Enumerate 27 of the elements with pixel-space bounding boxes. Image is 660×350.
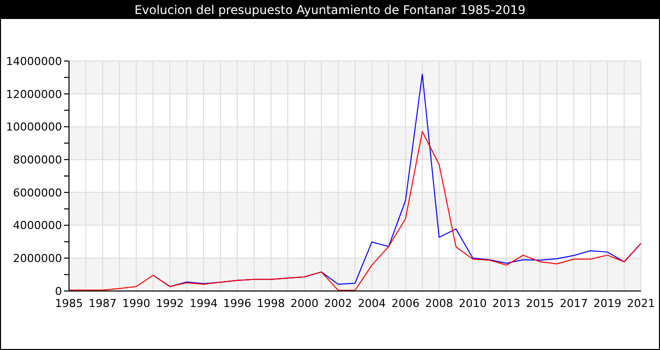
y-tick-label: 0 bbox=[55, 284, 62, 298]
chart-title: Evolucion del presupuesto Ayuntamiento de Fontanar 1985-2019 bbox=[1, 1, 659, 19]
x-tick-label: 1987 bbox=[88, 296, 117, 310]
x-tick-label: 2017 bbox=[560, 296, 588, 310]
x-tick-label: 2010 bbox=[458, 296, 487, 310]
y-tick-label: 10000000 bbox=[6, 120, 62, 134]
x-tick-label: 2013 bbox=[492, 296, 520, 310]
y-tick-label: 12000000 bbox=[6, 88, 62, 101]
x-tick-label: 1992 bbox=[156, 296, 184, 310]
x-tick-label: 2006 bbox=[391, 296, 420, 310]
x-tick-label: 1990 bbox=[122, 296, 150, 310]
x-tick-label: 2021 bbox=[627, 296, 655, 310]
y-tick-label: 6000000 bbox=[13, 186, 62, 200]
x-tick-label: 2000 bbox=[290, 296, 319, 310]
x-tick-label: 1994 bbox=[190, 296, 218, 310]
x-tick-label: 2015 bbox=[526, 296, 554, 310]
x-tick-label: 2008 bbox=[425, 296, 454, 310]
y-tick-label: 4000000 bbox=[13, 219, 62, 232]
x-tick-label: 1998 bbox=[256, 296, 285, 310]
x-tick-label: 1985 bbox=[55, 296, 83, 310]
x-tick-label: 2002 bbox=[324, 296, 352, 310]
y-tick-label: 8000000 bbox=[13, 153, 62, 166]
x-tick-label: 1996 bbox=[223, 296, 252, 310]
x-tick-label: 2004 bbox=[358, 296, 386, 310]
x-tick-label: 2019 bbox=[593, 296, 622, 310]
y-tick-label: 2000000 bbox=[13, 252, 62, 266]
y-tick-label: 14000000 bbox=[6, 54, 62, 68]
